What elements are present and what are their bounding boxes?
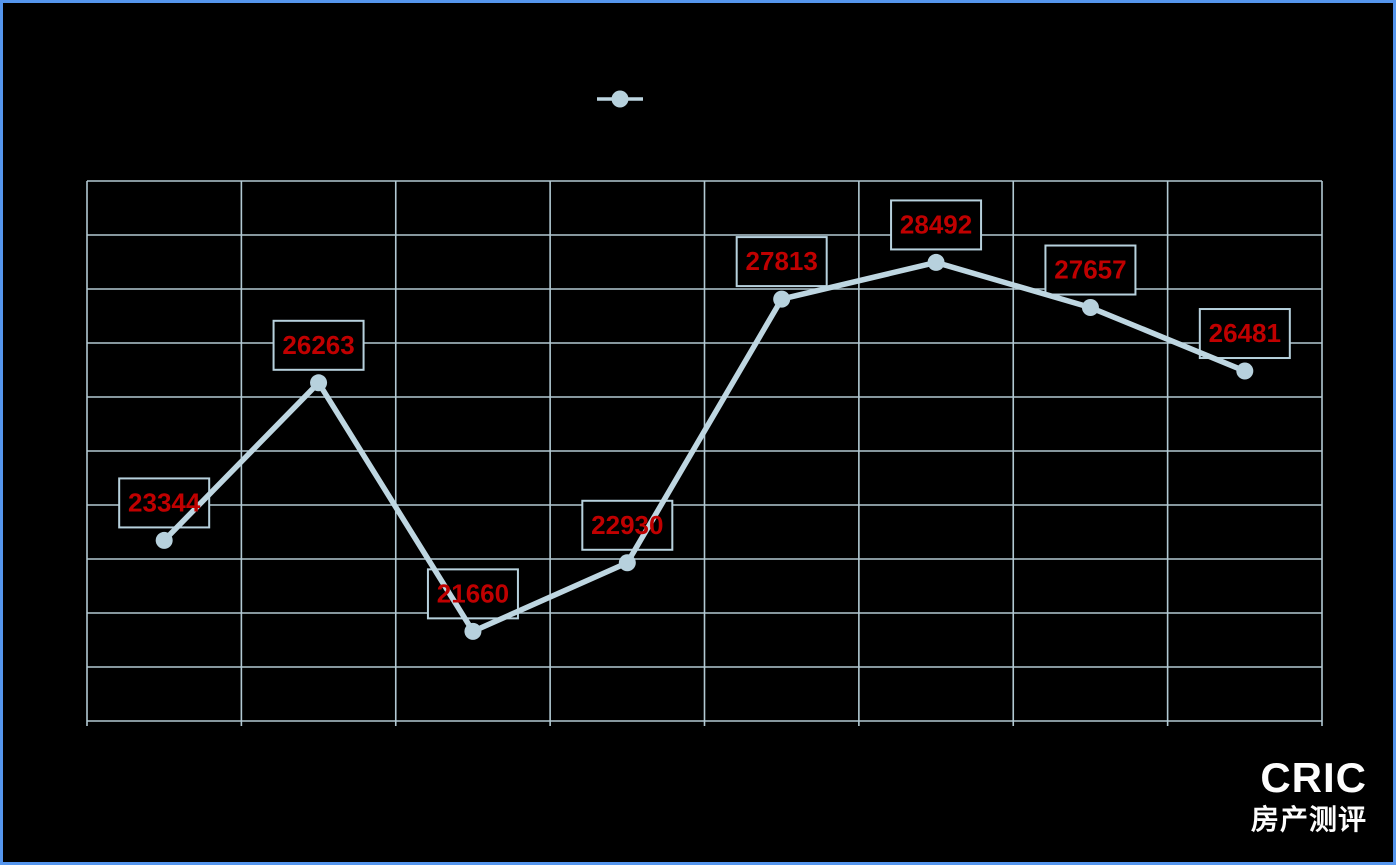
cric-logo-subtext: 房产测评	[1250, 804, 1367, 835]
data-label-box	[890, 199, 983, 251]
data-label-text: 22930	[591, 510, 663, 540]
data-label-text: 21660	[437, 578, 509, 608]
data-point-marker	[464, 622, 482, 640]
data-label-text: 27657	[1054, 255, 1126, 285]
cric-logo-text: CRIC	[1260, 754, 1367, 801]
line-chart: 23344 26263 21660 22930 27813 28492 27657 26481	[86, 90, 1323, 726]
data-point-marker	[310, 374, 328, 392]
data-label-box	[1198, 308, 1291, 360]
data-point-marker	[1236, 362, 1254, 380]
data-label-text: 28492	[900, 209, 972, 239]
data-point-marker	[155, 531, 173, 549]
legend-marker-dot	[611, 90, 629, 108]
data-label-box	[426, 568, 519, 620]
data-point-marker	[1081, 299, 1099, 317]
data-label-text: 23344	[128, 487, 201, 517]
data-point-marker	[618, 554, 636, 572]
data-label-text: 26263	[282, 330, 354, 360]
data-point-marker	[773, 290, 791, 308]
cric-logo: CRIC 房产测评	[1251, 757, 1367, 834]
data-point-marker	[927, 253, 945, 271]
data-label-box	[272, 319, 365, 371]
data-label-box	[118, 477, 211, 529]
data-label-box	[735, 236, 828, 288]
series-line	[161, 259, 1248, 635]
data-label-box	[1044, 244, 1137, 296]
data-label-text: 26481	[1209, 318, 1281, 348]
data-label-text: 27813	[746, 246, 818, 276]
